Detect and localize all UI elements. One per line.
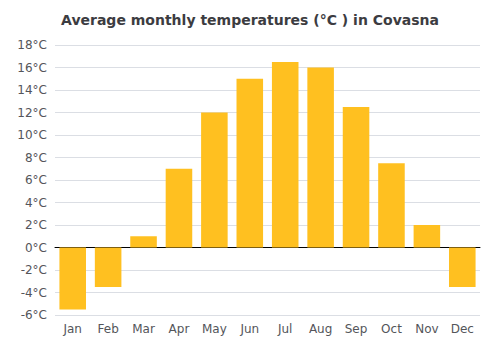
- svg-text:18°C: 18°C: [17, 38, 47, 52]
- svg-text:Oct: Oct: [381, 322, 402, 336]
- svg-text:Feb: Feb: [98, 322, 119, 336]
- svg-text:May: May: [202, 322, 227, 336]
- svg-text:-6°C: -6°C: [21, 308, 47, 322]
- svg-text:Aug: Aug: [309, 322, 332, 336]
- svg-text:0°C: 0°C: [25, 241, 47, 255]
- svg-text:Dec: Dec: [451, 322, 474, 336]
- svg-text:16°C: 16°C: [17, 61, 47, 75]
- svg-text:Jul: Jul: [277, 322, 292, 336]
- svg-text:Nov: Nov: [415, 322, 438, 336]
- svg-text:Apr: Apr: [169, 322, 190, 336]
- svg-text:6°C: 6°C: [25, 173, 47, 187]
- svg-text:10°C: 10°C: [17, 128, 47, 142]
- svg-text:Average monthly temperatures (: Average monthly temperatures (°C ) in Co…: [61, 12, 439, 28]
- svg-text:8°C: 8°C: [25, 151, 47, 165]
- svg-text:-2°C: -2°C: [21, 263, 47, 277]
- svg-text:Jun: Jun: [239, 322, 259, 336]
- svg-text:Mar: Mar: [132, 322, 155, 336]
- svg-text:-4°C: -4°C: [21, 286, 47, 300]
- svg-text:Sep: Sep: [345, 322, 368, 336]
- svg-text:2°C: 2°C: [25, 218, 47, 232]
- svg-text:12°C: 12°C: [17, 106, 47, 120]
- svg-text:Jan: Jan: [62, 322, 82, 336]
- svg-text:14°C: 14°C: [17, 83, 47, 97]
- svg-text:4°C: 4°C: [25, 196, 47, 210]
